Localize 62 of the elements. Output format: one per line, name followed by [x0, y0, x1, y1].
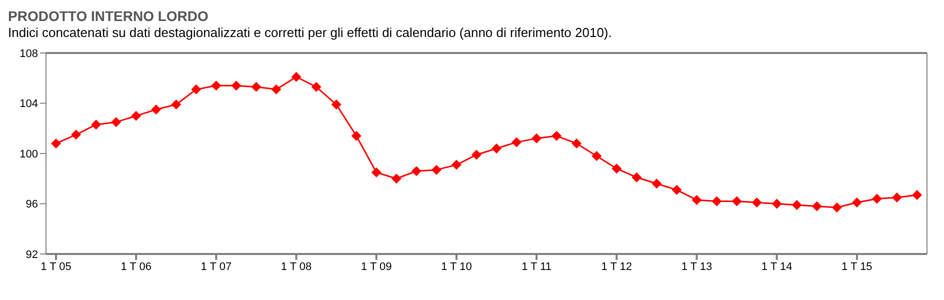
x-tick-label: 1 T 05 — [40, 260, 72, 273]
point — [632, 172, 642, 182]
point — [772, 198, 782, 209]
point — [572, 138, 582, 148]
point — [231, 80, 242, 91]
y-tick-label: 92 — [26, 248, 38, 261]
point — [291, 72, 302, 82]
point — [151, 104, 162, 115]
point — [471, 150, 482, 160]
x-tick-label: 1 T 13 — [681, 260, 712, 273]
point — [592, 151, 602, 162]
point — [612, 164, 622, 174]
point — [832, 202, 842, 213]
x-tick-label: 1 T 07 — [200, 260, 232, 273]
chart-title: PRODOTTO INTERNO LORDO — [8, 8, 210, 24]
point — [912, 190, 922, 200]
point — [431, 164, 442, 175]
x-tick-label: 1 T 11 — [522, 260, 552, 273]
x-tick-label: 1 T 15 — [842, 260, 872, 273]
x-tick-label: 1 T 08 — [280, 260, 312, 273]
y-tick-label: 108 — [20, 48, 38, 60]
point — [311, 82, 322, 92]
point — [752, 197, 762, 208]
point — [91, 120, 102, 130]
point — [251, 82, 262, 92]
point — [692, 194, 702, 205]
x-tick-label: 1 T 10 — [441, 260, 472, 273]
y-tick-label: 96 — [26, 198, 38, 211]
point — [512, 137, 522, 148]
x-tick-label: 1 T 09 — [360, 260, 392, 273]
point — [732, 196, 742, 206]
point — [191, 84, 202, 94]
y-tick-label: 104 — [20, 98, 38, 110]
point — [652, 178, 662, 189]
x-tick-label: 1 T 12 — [601, 260, 632, 273]
point — [792, 200, 802, 210]
point — [672, 184, 682, 195]
point — [331, 100, 342, 110]
point — [872, 194, 882, 204]
point — [351, 130, 362, 141]
point — [51, 138, 62, 148]
point — [492, 143, 502, 154]
point — [211, 80, 222, 91]
point — [111, 117, 122, 128]
point — [411, 166, 422, 176]
point — [391, 174, 402, 184]
point — [712, 196, 722, 206]
point — [171, 100, 182, 110]
point — [852, 197, 862, 208]
point — [532, 133, 542, 144]
chart-subtitle: Indici concatenati su dati destagionalizzati e corretti per gli effetti di calendario (anno di riferimento 2010). — [8, 24, 613, 42]
point — [451, 160, 462, 170]
point — [812, 201, 822, 212]
point — [892, 192, 902, 202]
point — [131, 110, 142, 121]
point — [371, 167, 382, 178]
point — [552, 130, 562, 141]
x-tick-label: 1 T 14 — [761, 260, 792, 273]
point — [271, 84, 282, 94]
x-tick-label: 1 T 06 — [120, 260, 152, 273]
point — [71, 130, 82, 140]
y-tick-label: 100 — [20, 148, 38, 160]
